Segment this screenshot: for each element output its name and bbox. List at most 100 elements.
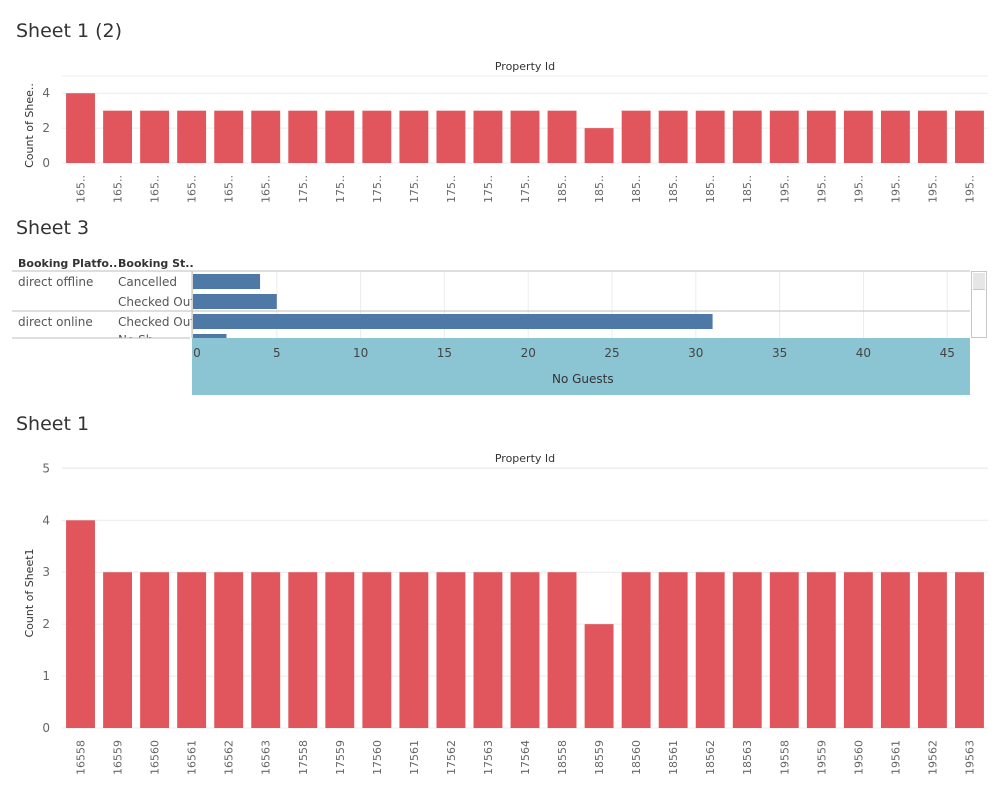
bar [843, 110, 873, 163]
x-tick-label: 175.. [482, 175, 495, 203]
bar [177, 110, 207, 163]
bar [584, 624, 614, 728]
row-platform-label: direct online [18, 315, 93, 329]
bar [473, 110, 503, 163]
bar [621, 110, 651, 163]
x-tick-label: 195.. [778, 175, 791, 203]
bar [214, 110, 244, 163]
row-platform-label: direct offline [18, 275, 94, 289]
bar [251, 572, 281, 728]
x-tick-label: 19560 [852, 740, 865, 775]
bar [325, 110, 355, 163]
x-axis-title: No Guests [552, 372, 614, 386]
bar [547, 572, 577, 728]
x-tick-label: 185.. [630, 175, 643, 203]
x-tick-label: 165.. [186, 175, 199, 203]
bar [547, 110, 577, 163]
y-axis-title: Count of Shee.. [23, 83, 36, 168]
header-booking-status: Booking St.. [118, 257, 194, 270]
x-tick-label: 185.. [741, 175, 754, 203]
bar [103, 572, 133, 728]
bar [880, 110, 910, 163]
bar [806, 572, 836, 728]
row-status-label: Checked Out [118, 295, 196, 309]
y-tick-label: 2 [42, 617, 50, 631]
row-status-label: Checked Out [118, 315, 196, 329]
y-tick-label: 1 [42, 669, 50, 683]
bar [193, 334, 227, 338]
x-tick-label: 18559 [593, 740, 606, 775]
y-tick-label: 2 [42, 121, 50, 135]
bar [695, 110, 725, 163]
bar [769, 572, 799, 728]
y-tick-label: 0 [42, 156, 50, 170]
x-tick-label: 195.. [926, 175, 939, 203]
bar [510, 572, 540, 728]
header-booking-platform: Booking Platfo.. [18, 257, 118, 270]
bar [140, 572, 170, 728]
x-tick-label: 16561 [186, 740, 199, 775]
x-tick-label: 19563 [963, 740, 976, 775]
bar [658, 110, 688, 163]
x-tick-label: 17564 [519, 740, 532, 775]
bar [66, 520, 95, 728]
x-tick-label: 175.. [334, 175, 347, 203]
scrollbar-thumb[interactable] [973, 273, 985, 290]
y-tick-label: 5 [42, 461, 50, 475]
x-tick-label: 35 [771, 346, 788, 360]
x-tick-label: 16560 [149, 740, 162, 775]
bar [955, 572, 984, 728]
x-axis-band: No Guests 0 5 10 15 20 25 30 35 40 45 [192, 338, 970, 395]
chart-title: Property Id [495, 60, 555, 73]
middle-bar-chart [12, 270, 970, 339]
row-status-label: Cancelled [118, 275, 177, 289]
x-tick-label: 19561 [889, 740, 902, 775]
y-tick-label: 3 [42, 565, 50, 579]
bar [917, 110, 947, 163]
x-tick-label: 16563 [260, 740, 273, 775]
x-tick-label: 30 [688, 346, 704, 360]
x-tick-label: 16559 [112, 740, 125, 775]
x-tick-label: 5 [272, 346, 281, 360]
x-tick-label: 45 [939, 346, 955, 360]
x-tick-label: 25 [604, 346, 620, 360]
x-tick-label: 185.. [667, 175, 680, 203]
x-tick-label: 17558 [297, 740, 310, 775]
x-tick-label: 195.. [852, 175, 865, 203]
x-tick-label: 19558 [778, 740, 791, 775]
bar [473, 572, 503, 728]
bar [193, 294, 277, 309]
x-tick-label: 17562 [445, 740, 458, 775]
bar [806, 110, 836, 163]
bar [436, 110, 466, 163]
bar [436, 572, 466, 728]
bar [880, 572, 910, 728]
x-tick-label: 175.. [408, 175, 421, 203]
x-tick-label: 17560 [371, 740, 384, 775]
x-tick-label: 185.. [593, 175, 606, 203]
x-tick-label: 18562 [704, 740, 717, 775]
bar [251, 110, 281, 163]
x-tick-label: 195.. [963, 175, 976, 203]
x-tick-label: 175.. [297, 175, 310, 203]
bar [66, 93, 95, 163]
bar [732, 110, 762, 163]
bar [917, 572, 947, 728]
bar [140, 110, 170, 163]
y-axis-title: Count of Sheet1 [23, 548, 36, 637]
top-bar-chart: 0 2 4 Property Id Count of Shee.. 165.. 165.. 1… [23, 60, 988, 203]
sheet-title-bottom: Sheet 1 [16, 413, 90, 435]
bar [193, 314, 713, 329]
x-tick-label: 19559 [815, 740, 828, 775]
bar [193, 274, 261, 289]
x-tick-label: 19562 [926, 740, 939, 775]
x-tick-label: 18561 [667, 740, 680, 775]
bar [732, 572, 762, 728]
bar [955, 110, 984, 163]
x-tick-label: 175.. [371, 175, 384, 203]
sheet-title-middle: Sheet 3 [16, 217, 90, 239]
vertical-scrollbar[interactable] [971, 271, 987, 338]
bar [769, 110, 799, 163]
x-tick-label: 18560 [630, 740, 643, 775]
